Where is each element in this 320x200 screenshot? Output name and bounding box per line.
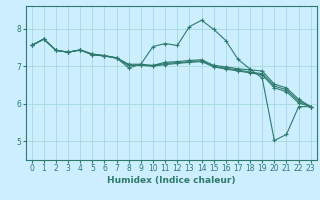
X-axis label: Humidex (Indice chaleur): Humidex (Indice chaleur)	[107, 176, 236, 185]
